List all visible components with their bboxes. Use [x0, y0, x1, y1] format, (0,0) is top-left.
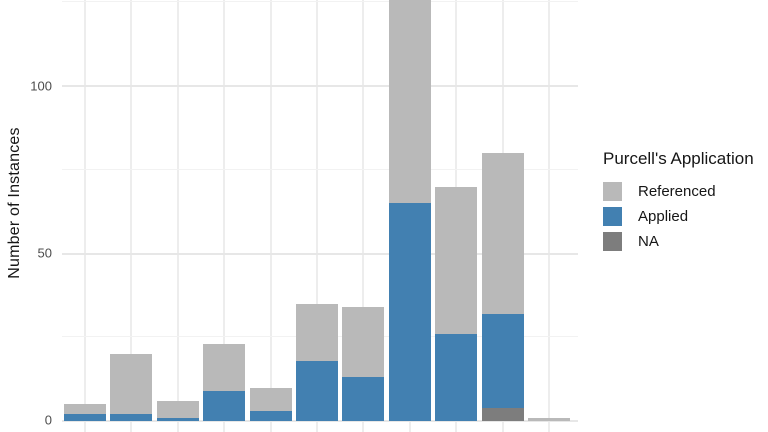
y-axis-title: Number of Instances: [6, 127, 23, 279]
gridline-y: [62, 420, 578, 422]
bar: [249, 387, 292, 422]
gridline-y: [62, 85, 578, 87]
bar-segment-applied: [342, 377, 385, 421]
bar: [203, 343, 246, 421]
bar-segment-referenced: [156, 400, 199, 418]
legend-label-applied: Applied: [638, 208, 689, 225]
bar: [388, 0, 431, 421]
bar-segment-referenced: [249, 387, 292, 411]
legend-item-applied: Applied: [603, 207, 754, 226]
bar-segment-referenced: [342, 307, 385, 378]
bar: [110, 354, 153, 421]
bar-segment-applied: [249, 410, 292, 421]
bar-segment-applied: [435, 333, 478, 421]
legend-label-referenced: Referenced: [638, 183, 716, 200]
bar-segment-referenced: [435, 186, 478, 334]
legend-key-na: [603, 232, 622, 251]
bar-segment-applied: [156, 417, 199, 421]
bar-segment-referenced: [64, 404, 106, 415]
gridline-x: [316, 0, 318, 432]
gridline-x: [176, 0, 179, 432]
legend-key-referenced: [603, 182, 622, 201]
bar: [156, 400, 199, 421]
gridline-x: [548, 0, 550, 432]
bar-segment-referenced: [110, 354, 153, 415]
bar-segment-referenced: [481, 153, 524, 314]
gridline-y: [62, 253, 578, 255]
y-tick-label-50: 50: [37, 245, 52, 261]
bar-segment-applied: [110, 414, 153, 421]
bar-segment-applied: [203, 390, 246, 421]
bar-segment-na: [481, 407, 524, 421]
gridline-y: [62, 1, 578, 2]
bar-segment-applied: [481, 313, 524, 408]
bar: [528, 417, 570, 421]
bar-segment-applied: [388, 203, 431, 421]
legend-key-applied: [603, 207, 622, 226]
bar-segment-referenced: [528, 417, 570, 421]
legend-label-na: NA: [638, 233, 659, 250]
bar-segment-applied: [296, 360, 338, 421]
y-tick-label-100: 100: [30, 78, 52, 94]
bar: [296, 303, 338, 421]
legend-title: Purcell's Application: [603, 149, 754, 168]
y-tick-label-0: 0: [44, 412, 52, 428]
gridline-x: [84, 0, 86, 432]
gridline-x: [223, 0, 226, 432]
bar-segment-applied: [64, 414, 106, 421]
gridline-y: [62, 169, 578, 170]
legend-item-referenced: Referenced: [603, 182, 754, 201]
bar: [64, 404, 106, 421]
gridline-x: [130, 0, 133, 432]
gridline-x: [269, 0, 272, 432]
gridline-x: [362, 0, 365, 432]
bar-segment-referenced: [203, 343, 246, 391]
bar: [342, 307, 385, 421]
bar-segment-referenced: [388, 0, 431, 204]
bar-segment-referenced: [296, 303, 338, 361]
legend-item-na: NA: [603, 232, 754, 251]
bar: [435, 186, 478, 422]
legend: Purcell's Application Referenced Applied…: [603, 149, 754, 257]
bar: [481, 153, 524, 421]
